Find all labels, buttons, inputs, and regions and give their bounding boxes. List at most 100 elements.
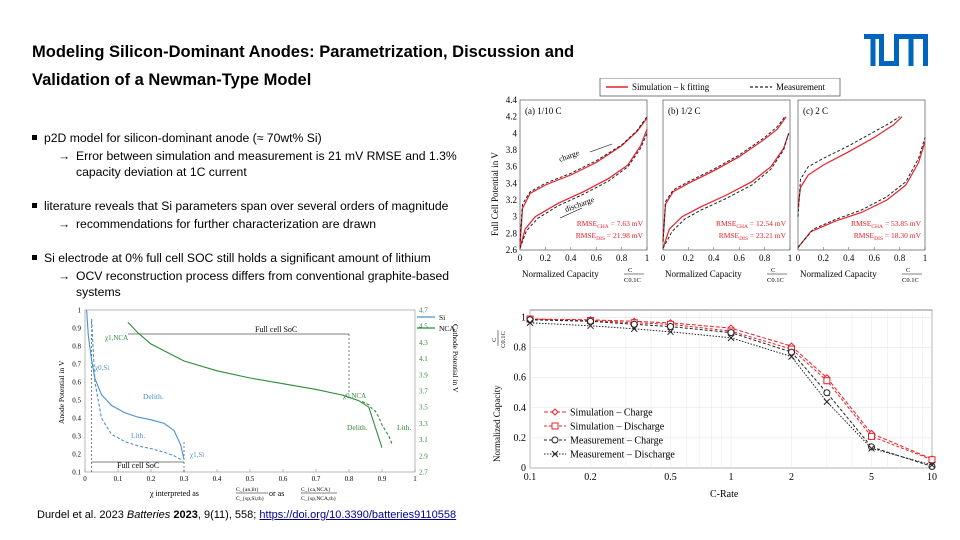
- x-tick-label: 0: [518, 253, 523, 263]
- x-tick-label: 0.6: [734, 253, 746, 263]
- series-point-2: [587, 317, 595, 325]
- annot-lith-nca: Lith.: [397, 423, 411, 432]
- bullet-square-icon: [32, 203, 37, 208]
- annot-delith: Delith.: [143, 392, 164, 401]
- x-axis-label: χ interpreted as: [149, 489, 199, 498]
- y-right-tick-label: 3.3: [419, 420, 428, 428]
- series-point-2: [526, 316, 534, 324]
- y-tick-label: 4: [513, 128, 518, 138]
- legend-marker-3: [551, 450, 559, 458]
- annot-charge: charge: [558, 148, 581, 164]
- full-cell-potential-chart: (a) 1/10 C 0 0.2 0.4 0.6 0.8 1 2.6 2.8 3 3.2 3.4 3.6…: [490, 78, 928, 284]
- x-tick-label: 0.9: [378, 475, 387, 483]
- y-left-tick-label: 1: [78, 307, 82, 315]
- legend-marker-0: [551, 408, 559, 416]
- y-tick-label: 3.2: [506, 195, 517, 205]
- sub-bullet-text: capacity deviation at 1C current: [76, 165, 247, 179]
- yfrac-den: C0.1C: [500, 331, 507, 348]
- meas-charge-line: [519, 116, 648, 242]
- x-tick-label: 2: [789, 472, 794, 483]
- series-point-1: [867, 432, 875, 440]
- bullet-item: literature reveals that Si parameters sp…: [32, 198, 482, 232]
- annot-x1nca: χ1,NCA: [105, 334, 128, 342]
- citation-year: 2023: [170, 509, 198, 521]
- tum-logo: [864, 34, 928, 66]
- x-axis-label: Normalized Capacity: [665, 269, 742, 279]
- x-axis-fraction-1: C_{an,lit} C_{sp,Si,th}: [236, 487, 268, 502]
- x-tick-label: 0.8: [345, 475, 354, 483]
- y-tick-label: 4.2: [506, 112, 517, 122]
- doi-link[interactable]: https://doi.org/10.3390/batteries9110558: [259, 509, 457, 521]
- y-tick-label: 3: [513, 212, 518, 222]
- y-axis-label-left: Anode Potential in V: [57, 360, 66, 424]
- rmse-discharge-text: RMSEDIS = 23.21 mV: [719, 231, 787, 242]
- x-tick-label: 0.4: [708, 253, 720, 263]
- x-frac-den: C0.1C: [767, 277, 784, 284]
- legend-label-1: Simulation – Discharge: [570, 422, 665, 433]
- y-left-tick-label: 0.7: [72, 361, 81, 369]
- y-right-tick-label: 3.9: [419, 371, 428, 379]
- yfrac-num: C: [491, 338, 498, 342]
- x-tick-label: 1: [788, 253, 793, 263]
- series-point-3: [928, 461, 936, 469]
- sim-discharge-line: [662, 133, 790, 249]
- y-left-tick-label: 0.5: [72, 397, 81, 405]
- x-tick-label: 0.8: [616, 253, 628, 263]
- series-point-3: [727, 334, 735, 342]
- x-tick-label: 0.6: [869, 253, 881, 263]
- legend-box: [599, 78, 841, 97]
- y-left-tick-label: 0.9: [72, 325, 81, 333]
- frac1-num: C_{an,lit}: [236, 487, 259, 493]
- annot-x1si: χ1,Si: [190, 451, 204, 459]
- series-point-2: [788, 348, 796, 356]
- y-tick-label: 1: [521, 313, 526, 324]
- y-right-tick-label: 4.7: [419, 307, 428, 315]
- y-tick-label: 4.4: [506, 95, 518, 105]
- y-right-tick-label: 3.1: [419, 436, 428, 444]
- legend-label-sim: Simulation – k fitting: [632, 82, 710, 92]
- y-axis-label-right: Cathode Potential in V: [451, 324, 460, 393]
- citation-authors: Durdel et al. 2023: [37, 509, 127, 521]
- meas-discharge-line: [797, 137, 926, 248]
- meas-discharge-line: [662, 133, 790, 249]
- x-axis-label-mid: or as: [269, 489, 284, 498]
- legend-label-2: Measurement – Charge: [570, 436, 664, 447]
- meas-charge-line: [797, 116, 900, 217]
- x-tick-label: 0.2: [540, 253, 551, 263]
- legend-label-0: Simulation – Charge: [570, 408, 653, 419]
- x-tick-label: 10: [927, 472, 937, 483]
- annot-lith: Lith.: [131, 431, 145, 440]
- y-tick-label: 0.6: [514, 373, 527, 384]
- x-tick-label: 0.6: [279, 475, 288, 483]
- panel-label: (c) 2 C: [803, 106, 828, 116]
- panel-frame: [797, 99, 926, 251]
- rmse-discharge-text: RMSEDIS = 21.98 mV: [576, 231, 644, 242]
- y-tick-label: 0: [521, 463, 526, 474]
- series-point-3: [526, 319, 534, 327]
- x-tick-label: 0: [83, 475, 87, 483]
- rmse-charge-text: RMSECHA = 12.54 mV: [716, 219, 787, 230]
- rmse-discharge-text: RMSEDIS = 18.30 mV: [854, 231, 922, 242]
- nca-lith-line: [361, 401, 393, 444]
- nca-delith-line: [127, 321, 383, 448]
- y-left-tick-label: 0.1: [72, 469, 81, 477]
- series-point-1: [823, 377, 831, 385]
- series-point-3: [788, 353, 795, 361]
- legend-label-3: Measurement – Discharge: [570, 450, 675, 461]
- series-point-3: [630, 325, 638, 333]
- x-frac-den: C0.1C: [624, 277, 641, 284]
- sub-bullet-text: recommendations for further characteriza…: [76, 217, 377, 231]
- arrow-right-icon: →: [58, 217, 71, 231]
- sub-bullet: → recommendations for further characteri…: [44, 216, 482, 232]
- x-tick-label: 1: [729, 472, 734, 483]
- series-point-1: [928, 456, 936, 464]
- x-tick-label: 1: [923, 253, 928, 263]
- title-line-2: Validation of a Newman-Type Model: [32, 71, 312, 89]
- bullet-square-icon: [32, 135, 37, 140]
- annot-x0nca: χ0,NCA: [343, 392, 366, 400]
- annot-full-soc-top: Full cell SoC: [255, 325, 297, 334]
- x-tick-label: 0.3: [180, 475, 189, 483]
- y-left-tick-label: 0.8: [72, 343, 81, 351]
- charge-arrow-icon: [589, 143, 613, 153]
- x-frac-num: C: [771, 267, 775, 274]
